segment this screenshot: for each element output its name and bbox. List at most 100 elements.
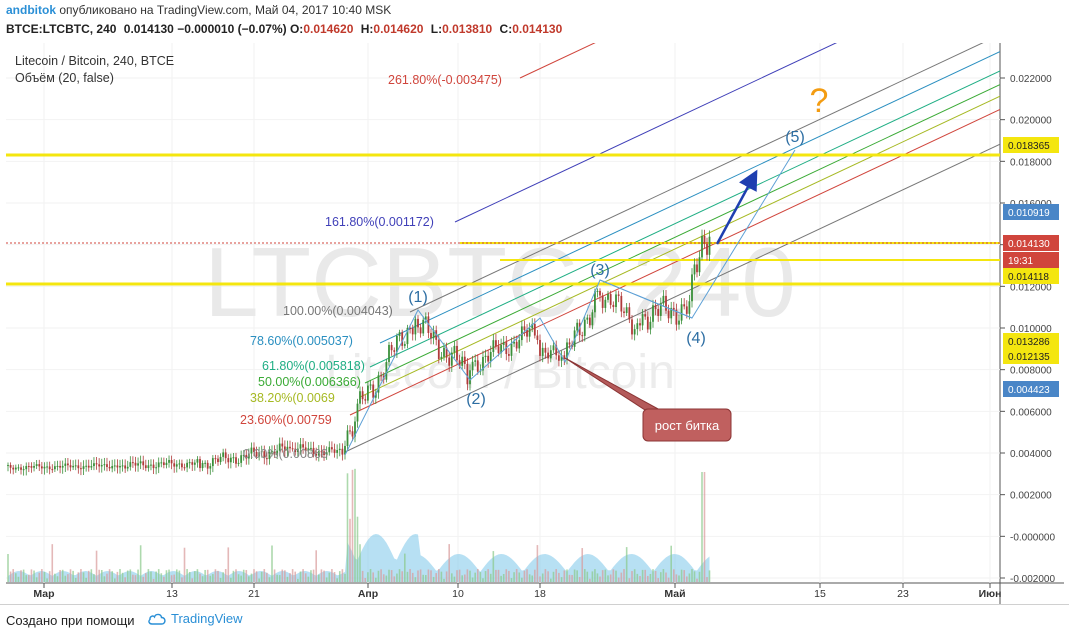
volume-bar — [240, 575, 242, 582]
candle-body — [547, 352, 549, 359]
candle-body — [328, 447, 331, 453]
volume-bar — [372, 572, 374, 582]
volume-bar — [349, 518, 351, 582]
candle-body — [354, 421, 356, 437]
candle-body — [520, 326, 523, 341]
candle-body — [302, 444, 304, 448]
candle-body — [414, 318, 417, 335]
candle-body — [440, 356, 443, 359]
volume-bar — [541, 573, 544, 582]
candle-body — [56, 465, 59, 467]
candle-body — [106, 464, 108, 467]
candle-body — [22, 469, 25, 471]
candle-body — [631, 319, 633, 335]
volume-bar — [318, 574, 320, 582]
volume-bar — [526, 569, 528, 582]
candle-body — [25, 466, 28, 470]
candle-body — [224, 452, 227, 459]
volume-bar — [7, 554, 9, 582]
x-tick-label: 21 — [248, 588, 260, 600]
candle-body — [396, 335, 398, 352]
candle-body — [260, 451, 263, 453]
candle-body — [170, 459, 173, 464]
volume-bar — [333, 572, 336, 582]
volume-bar — [74, 577, 77, 582]
volume-bar — [235, 569, 237, 582]
candle-body — [20, 467, 22, 470]
candle-body — [27, 466, 30, 468]
volume-bar — [204, 569, 206, 582]
candle-body — [209, 466, 212, 469]
volume-bar — [30, 569, 33, 582]
candle-body — [168, 459, 170, 463]
candle-body — [596, 290, 599, 292]
candle-body — [541, 347, 544, 356]
candle-body — [374, 392, 377, 398]
volume-bar — [607, 575, 609, 582]
publish-line: andbitok опубликовано на TradingView.com… — [6, 3, 391, 17]
candle-body — [581, 335, 584, 337]
candle-body — [108, 466, 111, 469]
candle-body — [119, 466, 121, 468]
volume-bar — [601, 570, 604, 582]
callout[interactable]: рост битка — [564, 357, 732, 442]
volume-bar — [95, 550, 98, 582]
candle-body — [417, 318, 419, 328]
candle-body — [617, 294, 620, 296]
volume-bar — [331, 569, 333, 582]
candle-body — [388, 344, 390, 363]
wave-label: (1) — [408, 289, 428, 306]
volume-bar — [432, 576, 435, 582]
volume-bar — [191, 578, 194, 582]
candle-body — [121, 465, 124, 467]
candle-body — [544, 347, 547, 353]
x-tick-label: Май — [664, 588, 685, 600]
volume-bar — [227, 547, 230, 582]
price-change: −0.000010 (−0.07%) — [177, 22, 287, 36]
wave-label: (4) — [686, 330, 706, 347]
fib-label: 0.00%(0.00868 — [243, 447, 328, 461]
volume-bar — [178, 570, 181, 582]
time-axis[interactable]: Мар 13 21 Апр 10 18 Май 15 23 Июн — [33, 583, 1001, 600]
volume-bar — [369, 569, 372, 582]
volume-bar — [451, 573, 453, 582]
volume-bar — [222, 572, 224, 582]
volume-bar — [662, 569, 665, 582]
candle-body — [315, 453, 318, 456]
candle-body — [304, 447, 307, 452]
candle-body — [385, 362, 388, 380]
volume-bar — [165, 570, 168, 582]
channel-line — [344, 143, 1000, 453]
volume-bar — [448, 544, 450, 582]
candle-body — [667, 310, 670, 319]
candle-body — [193, 462, 196, 465]
candle-body — [222, 452, 225, 457]
volume-bar — [589, 578, 591, 582]
candle-body — [289, 446, 291, 449]
volume-bar — [72, 570, 74, 582]
candle-body — [588, 317, 591, 326]
volume-bar — [160, 573, 163, 582]
volume-bar — [328, 572, 331, 582]
candle-body — [294, 448, 297, 452]
volume-bar — [43, 571, 46, 582]
volume-bar — [484, 571, 487, 582]
candle-body — [649, 321, 652, 330]
candle-body — [72, 465, 75, 468]
volume-bar — [521, 577, 523, 582]
volume-bar — [536, 545, 539, 582]
volume-bar — [518, 572, 521, 582]
volume-bar — [673, 569, 675, 582]
price-chart[interactable]: LTCBTC, 240 Litecoin / Bitcoin 261.80%(-… — [0, 0, 1069, 604]
channel-line — [409, 43, 984, 313]
volume-bar — [126, 570, 129, 582]
low-value: 0.013810 — [442, 22, 493, 36]
candle-body — [583, 319, 586, 336]
volume-bar — [675, 574, 678, 582]
fib-label: 261.80%(-0.003475) — [388, 73, 502, 87]
tradingview-link[interactable]: TradingView — [148, 611, 243, 626]
volume-bar — [476, 569, 479, 582]
volume-bar — [315, 550, 317, 582]
candle-body — [344, 445, 346, 455]
author-link[interactable]: andbitok — [6, 3, 56, 17]
